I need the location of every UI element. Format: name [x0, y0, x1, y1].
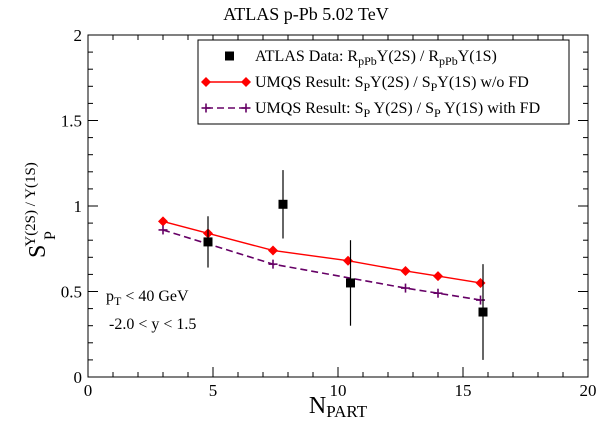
data-point-square	[346, 278, 355, 288]
y-axis-label: SY(2S) / Y(1S)	[23, 162, 51, 258]
diamond-point-no-fd	[433, 271, 443, 282]
chart-title: ATLAS p-Pb 5.02 TeV	[223, 4, 388, 24]
diamond-point-no-fd	[158, 216, 168, 227]
legend-marker-no-fd-diamond	[241, 77, 251, 87]
x-tick-label: 20	[580, 381, 597, 400]
legend-entry-label: UMQS Result: SPY(2S) / SPY(1S) w/o FD	[255, 74, 529, 94]
y-axis-label-group: SY(2S) / Y(1S) P	[23, 162, 59, 258]
y-axis-label-subscript: P	[42, 231, 59, 240]
series-line-with-fd	[162, 229, 481, 301]
diamond-point-no-fd	[343, 255, 353, 266]
legend-marker-data	[225, 51, 234, 61]
x-tick-label: 15	[455, 381, 472, 400]
diamond-point-no-fd	[475, 277, 486, 288]
annotation-pt-cut: pT < 40 GeV	[106, 288, 189, 308]
x-axis-label: NPART	[309, 393, 368, 421]
legend-box	[197, 39, 570, 125]
x-tick-label: 10	[330, 381, 347, 400]
data-point-square	[203, 237, 213, 247]
data-point-square	[478, 307, 488, 317]
diamond-point-no-fd	[268, 245, 278, 256]
y-tick-label: 0	[74, 368, 83, 387]
legend-entry-label: ATLAS Data: RpPbY(2S) / RpPbY(1S)	[255, 48, 497, 68]
diamond-point-no-fd	[400, 265, 411, 276]
y-tick-label: 1.5	[61, 112, 82, 131]
data-point-square	[278, 199, 288, 209]
legend-entry-label: UMQS Result: SP Y(2S) / SP Y(1S) with FD	[255, 100, 540, 120]
series-line-no-fd	[162, 220, 481, 284]
x-tick-label: 5	[209, 381, 218, 400]
y-tick-label: 0.5	[61, 283, 82, 302]
y-tick-label: 1	[74, 197, 83, 216]
legend-marker-no-fd-diamond	[201, 77, 211, 87]
annotation-rapidity-cut: -2.0 < y < 1.5	[109, 316, 196, 333]
x-tick-label: 0	[84, 381, 93, 400]
y-tick-label: 2	[74, 26, 83, 45]
